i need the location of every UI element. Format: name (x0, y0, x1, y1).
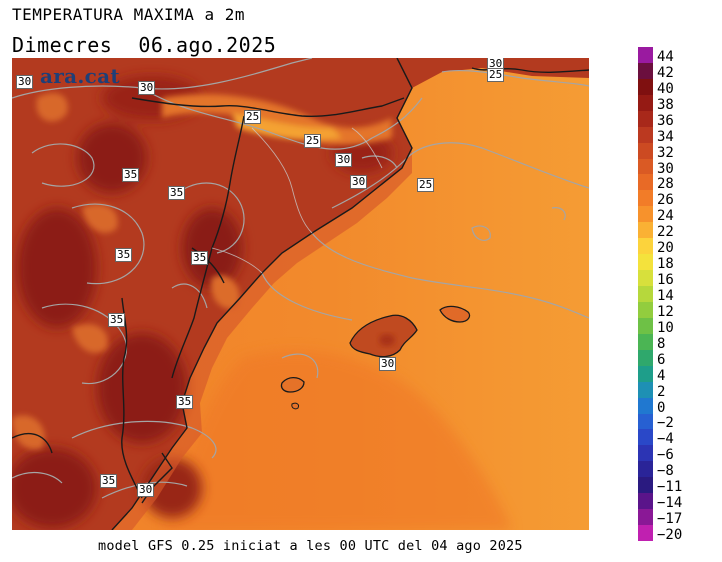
colorbar-tick-label: 26 (657, 192, 674, 209)
contour-label: 35 (122, 168, 140, 182)
colorbar-swatch (638, 509, 653, 526)
model-info: model GFS 0.25 iniciat a les 00 UTC del … (98, 538, 523, 554)
colorbar-swatch (638, 477, 653, 494)
colorbar-tick-label: 20 (657, 240, 674, 257)
colorbar-swatch (638, 317, 653, 335)
colorbar-tick-label: 44 (657, 48, 674, 65)
colorbar-swatch (638, 190, 653, 207)
colorbar-tick-label: 34 (657, 128, 674, 145)
colorbar-swatch (638, 142, 653, 160)
contour-label: 25 (304, 134, 322, 148)
colorbar-swatch (638, 94, 653, 112)
contour-label: 25 (417, 178, 435, 192)
colorbar-tick-label: −8 (657, 463, 674, 480)
colorbar-swatch (638, 238, 653, 255)
colorbar-swatch (638, 413, 653, 430)
colorbar-tick-label: 22 (657, 224, 674, 241)
colorbar-tick-label: 14 (657, 288, 674, 304)
date-label: 06.ago.2025 (138, 33, 277, 57)
contour-label: 30 (350, 175, 368, 189)
colorbar-swatch (638, 365, 653, 383)
colorbar-tick-label: 28 (657, 176, 674, 193)
regional-lines (211, 127, 383, 274)
colorbar-swatch (638, 286, 653, 303)
contour-label: 35 (108, 313, 126, 327)
colorbar-tick-label: 16 (657, 272, 674, 289)
colorbar-swatch (638, 525, 653, 542)
contour-label: 25 (487, 68, 505, 82)
contour-label: 35 (168, 186, 186, 200)
weekday-label: Dimecres (12, 33, 113, 57)
island-ibiza (280, 376, 305, 393)
colorbar-tick-label: 4 (657, 367, 666, 384)
colorbar-tick-label: −6 (657, 447, 674, 464)
colorbar-swatch (638, 349, 653, 367)
contour-label: 30 (137, 483, 155, 497)
contour-label: 30 (16, 75, 34, 89)
colorbar-swatch (638, 174, 653, 191)
colorbar-swatch (638, 62, 653, 80)
colorbar-tick-label: −11 (657, 479, 683, 496)
colorbar-swatch (638, 126, 653, 144)
contour-label: 25 (244, 110, 262, 124)
colorbar-swatch (638, 445, 653, 462)
colorbar-swatch (638, 429, 653, 446)
map-canvas (12, 58, 589, 530)
colorbar-tick-label: 32 (657, 144, 674, 161)
colorbar-tick-label: 36 (657, 112, 674, 129)
island-menorca (439, 305, 471, 323)
ara-cat-logo: ara.cat (40, 64, 120, 88)
island-formentera (291, 402, 299, 410)
colorbar-labels: 44 42 40 38 36 34 32 30 28 26 24 22 20 18 16 14 12 10 8 6 4 2… (657, 47, 717, 544)
colorbar-tick-label: 30 (657, 160, 674, 177)
colorbar-tick-label: 42 (657, 64, 674, 81)
colorbar-swatch (638, 301, 653, 319)
map-subtitle: Dimecres 06.ago.2025 (12, 33, 276, 57)
contour-label: 35 (115, 248, 133, 262)
colorbar-swatch (638, 222, 653, 239)
contour-label: 30 (335, 153, 353, 167)
contour-label: 35 (100, 474, 118, 488)
colorbar-swatch (638, 270, 653, 287)
colorbar-swatch (638, 206, 653, 223)
colorbar-tick-label: −14 (657, 495, 683, 512)
colorbar-swatch (638, 110, 653, 128)
contour-label: 30 (138, 81, 156, 95)
colorbar-swatch (638, 158, 653, 175)
colorbar-swatch (638, 47, 653, 64)
colorbar-tick-label: 38 (657, 96, 674, 113)
colorbar-swatch (638, 493, 653, 510)
colorbar-swatch (638, 397, 653, 414)
contour-label: 35 (191, 251, 209, 265)
colorbar-tick-label: 6 (657, 351, 666, 368)
colorbar-tick-label: 18 (657, 256, 674, 273)
temperature-colorbar (638, 47, 653, 542)
colorbar-tick-label: 12 (657, 303, 674, 320)
sea-warm-zone (162, 350, 512, 530)
temperature-map: ara.cat 30 30 30 25 25 25 30 30 25 35 35… (12, 58, 589, 530)
colorbar-swatch (638, 78, 653, 96)
contour-label: 30 (379, 357, 397, 371)
colorbar-tick-label: 2 (657, 383, 666, 400)
colorbar-swatch (638, 381, 653, 399)
colorbar-tick-label: −4 (657, 431, 674, 448)
colorbar-tick-label: 24 (657, 208, 674, 225)
colorbar-tick-label: 10 (657, 319, 674, 336)
colorbar-swatch (638, 461, 653, 478)
colorbar-swatch (638, 254, 653, 271)
balearic-islands (280, 305, 471, 410)
colorbar-tick-label: −20 (657, 527, 683, 544)
colorbar-swatch (638, 333, 653, 351)
colorbar-tick-label: 0 (657, 399, 666, 416)
colorbar-tick-label: 8 (657, 335, 666, 352)
map-title: TEMPERATURA MAXIMA a 2m (12, 5, 246, 24)
colorbar-tick-label: −17 (657, 511, 683, 528)
coastal-band (112, 148, 412, 530)
contour-label: 35 (176, 395, 194, 409)
colorbar-tick-label: −2 (657, 415, 674, 432)
colorbar-tick-label: 40 (657, 80, 674, 97)
